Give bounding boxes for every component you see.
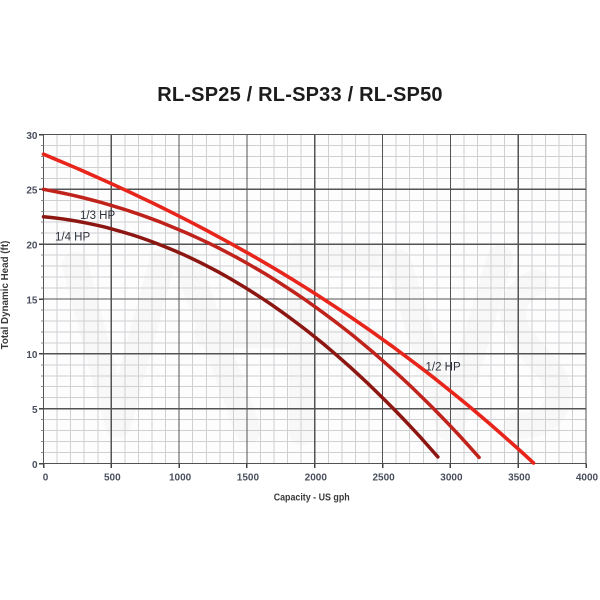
svg-text:30: 30: [26, 131, 38, 142]
svg-text:25: 25: [26, 186, 38, 197]
svg-text:Total Dynamic Head (ft): Total Dynamic Head (ft): [0, 241, 11, 350]
svg-text:0: 0: [43, 472, 49, 483]
svg-text:20: 20: [26, 241, 38, 252]
svg-text:0: 0: [32, 460, 38, 471]
svg-text:1/2 HP: 1/2 HP: [426, 362, 461, 374]
svg-text:500: 500: [104, 472, 121, 483]
svg-text:1500: 1500: [237, 472, 260, 483]
svg-text:1000: 1000: [169, 472, 192, 483]
svg-text:Capacity - US gph: Capacity - US gph: [274, 492, 350, 503]
svg-text:4000: 4000: [576, 472, 599, 483]
svg-text:5: 5: [32, 405, 38, 416]
svg-text:1/4 HP: 1/4 HP: [55, 232, 90, 244]
svg-text:10: 10: [26, 350, 38, 361]
svg-text:3000: 3000: [440, 472, 463, 483]
svg-text:2500: 2500: [372, 472, 395, 483]
svg-text:15: 15: [26, 295, 38, 306]
svg-text:2000: 2000: [305, 472, 328, 483]
svg-text:1/3 HP: 1/3 HP: [80, 210, 115, 222]
svg-text:3500: 3500: [508, 472, 531, 483]
